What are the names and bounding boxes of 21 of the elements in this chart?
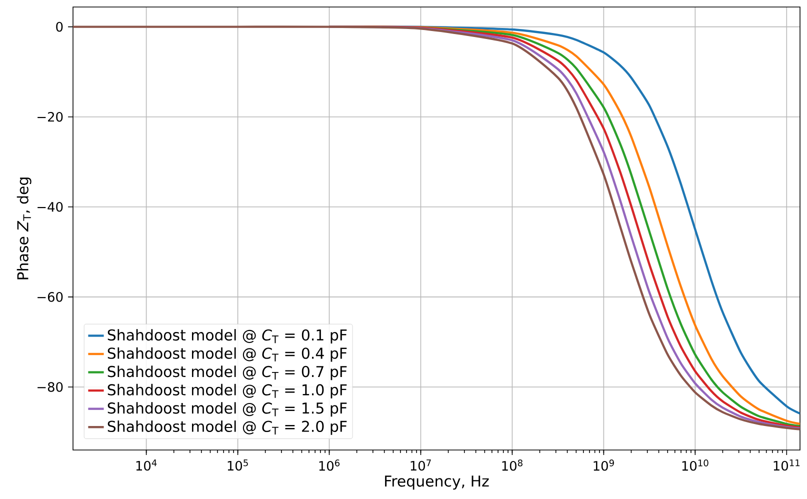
y-tick-label: 0 <box>56 22 63 32</box>
x-axis-title: Frequency, Hz <box>385 476 489 490</box>
legend-label: Shahdoost model @ C$_{T}$ = 0.1 pF <box>108 329 347 344</box>
x-tick-label: 10$^{8}$ <box>502 460 522 471</box>
x-tick-label: 10$^{6}$ <box>319 460 340 471</box>
y-tick-label: −60 <box>38 292 63 302</box>
legend-label: Shahdoost model @ C$_{T}$ = 0.4 pF <box>108 347 347 362</box>
y-tick-label: −40 <box>38 202 63 212</box>
x-tick-label: 10$^{11}$ <box>774 460 800 471</box>
legend-label: Shahdoost model @ C$_{T}$ = 0.7 pF <box>108 366 347 380</box>
x-tick-label: 10$^{4}$ <box>136 460 157 471</box>
legend-label: Shahdoost model @ C$_{T}$ = 1.0 pF <box>108 384 347 398</box>
legend-label: Shahdoost model @ C$_{T}$ = 1.5 pF <box>108 402 347 417</box>
y-tick-label: −80 <box>38 382 63 392</box>
x-tick-label: 10$^{7}$ <box>410 460 431 471</box>
y-tick-label: −20 <box>38 112 63 122</box>
x-tick-label: 10$^{5}$ <box>228 460 248 471</box>
x-tick-label: 10$^{9}$ <box>594 460 614 471</box>
x-tick-label: 10$^{10}$ <box>682 460 708 471</box>
legend-label: Shahdoost model @ C$_{T}$ = 2.0 pF <box>108 420 347 435</box>
y-axis-title: Phase Z$_{T}$, deg <box>16 178 32 280</box>
